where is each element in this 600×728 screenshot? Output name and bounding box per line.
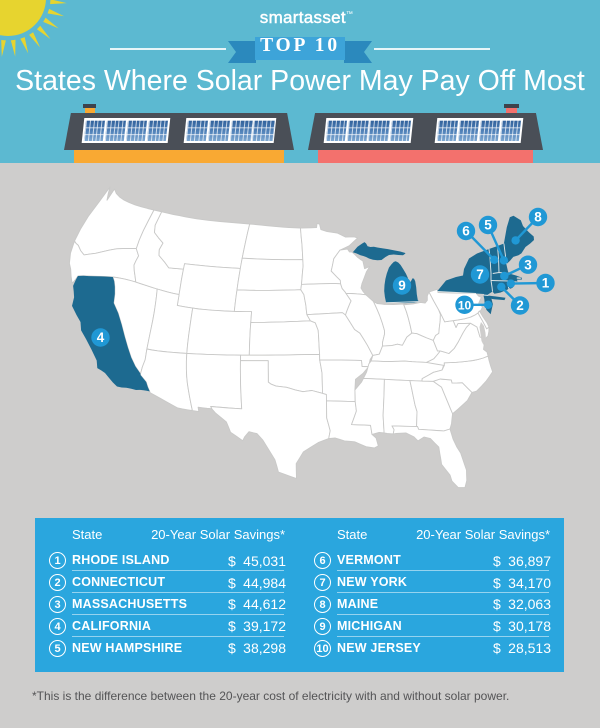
svg-text:1: 1 [542,276,550,291]
svg-text:8: 8 [534,210,542,225]
svg-text:9: 9 [398,278,406,293]
svg-text:7: 7 [476,267,484,282]
svg-text:2: 2 [516,298,524,313]
svg-text:3: 3 [524,257,532,272]
svg-text:5: 5 [484,218,492,233]
svg-text:4: 4 [97,330,105,345]
svg-text:6: 6 [462,224,470,239]
svg-text:10: 10 [458,298,472,312]
